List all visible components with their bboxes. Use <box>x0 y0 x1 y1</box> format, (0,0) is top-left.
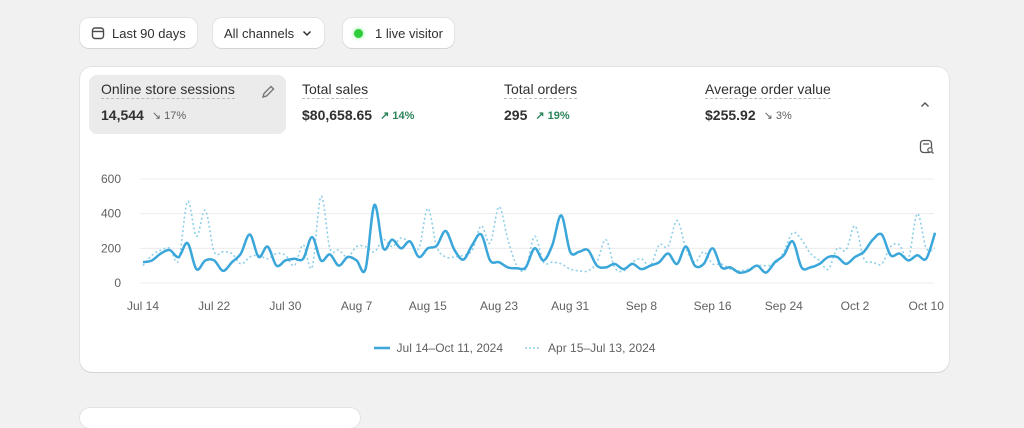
y-tick-label: 600 <box>101 172 121 186</box>
metric-title: Average order value <box>705 81 831 99</box>
x-tick-label: Aug 31 <box>551 299 589 313</box>
calendar-icon <box>91 27 105 40</box>
metric-value: 14,544 <box>101 107 144 123</box>
metric-total-sales[interactable]: Total sales $80,658.65 ↗ 14% <box>290 75 480 134</box>
chevron-up-icon[interactable] <box>919 99 931 111</box>
metric-change: ↗ 19% <box>535 109 570 122</box>
metric-total-orders[interactable]: Total orders 295 ↗ 19% <box>492 75 682 134</box>
x-tick-label: Oct 10 <box>909 299 945 313</box>
legend-current[interactable]: Jul 14–Oct 11, 2024 <box>373 341 504 355</box>
metric-value: 295 <box>504 107 528 123</box>
date-range-label: Last 90 days <box>112 25 186 41</box>
next-card <box>80 408 360 428</box>
series-current-line <box>142 203 937 274</box>
legend-previous[interactable]: Apr 15–Jul 13, 2024 <box>525 341 656 355</box>
channels-label: All channels <box>224 25 295 41</box>
metric-title: Total sales <box>302 81 369 99</box>
x-tick-label: Jul 14 <box>127 299 159 313</box>
x-tick-label: Aug 15 <box>409 299 447 313</box>
series-previous-line <box>142 195 936 273</box>
metric-change: ↘ 3% <box>763 109 792 122</box>
analytics-card: Online store sessions 14,544 ↘ 17% Total … <box>80 67 949 372</box>
x-tick-label: Sep 8 <box>626 299 658 313</box>
metric-sessions[interactable]: Online store sessions 14,544 ↘ 17% <box>89 75 286 134</box>
x-tick-label: Aug 7 <box>341 299 373 313</box>
metric-title: Total orders <box>504 81 578 99</box>
y-tick-label: 0 <box>114 276 121 290</box>
live-visitor-label: 1 live visitor <box>375 25 443 41</box>
live-dot-icon <box>354 28 363 38</box>
x-tick-label: Jul 22 <box>198 299 230 313</box>
metric-change: ↗ 14% <box>380 109 415 122</box>
chart-search-icon[interactable] <box>919 139 935 155</box>
metric-aov[interactable]: Average order value $255.92 ↘ 3% <box>693 75 893 134</box>
channels-dropdown[interactable]: All channels <box>213 18 325 48</box>
x-tick-label: Oct 2 <box>841 299 870 313</box>
x-tick-label: Aug 23 <box>480 299 518 313</box>
y-tick-label: 200 <box>101 241 121 255</box>
x-tick-label: Sep 16 <box>694 299 732 313</box>
metric-change: ↘ 17% <box>151 109 187 122</box>
metric-value: $255.92 <box>705 107 756 123</box>
metric-title: Online store sessions <box>101 81 235 99</box>
live-visitor-button[interactable]: 1 live visitor <box>343 18 454 48</box>
sessions-chart: 0 200 400 600 Jul 14 Jul 22 Jul 30 Aug 7 Aug 15 A… <box>101 172 945 313</box>
chart-legend: Jul 14–Oct 11, 2024 Apr 15–Jul 13, 2024 <box>80 341 949 355</box>
chevron-down-icon <box>303 30 312 37</box>
y-tick-label: 400 <box>101 207 121 221</box>
date-range-button[interactable]: Last 90 days <box>80 18 197 48</box>
x-tick-label: Sep 24 <box>765 299 803 313</box>
x-tick-label: Jul 30 <box>269 299 301 313</box>
metric-value: $80,658.65 <box>302 107 373 123</box>
pencil-icon[interactable] <box>260 84 276 100</box>
